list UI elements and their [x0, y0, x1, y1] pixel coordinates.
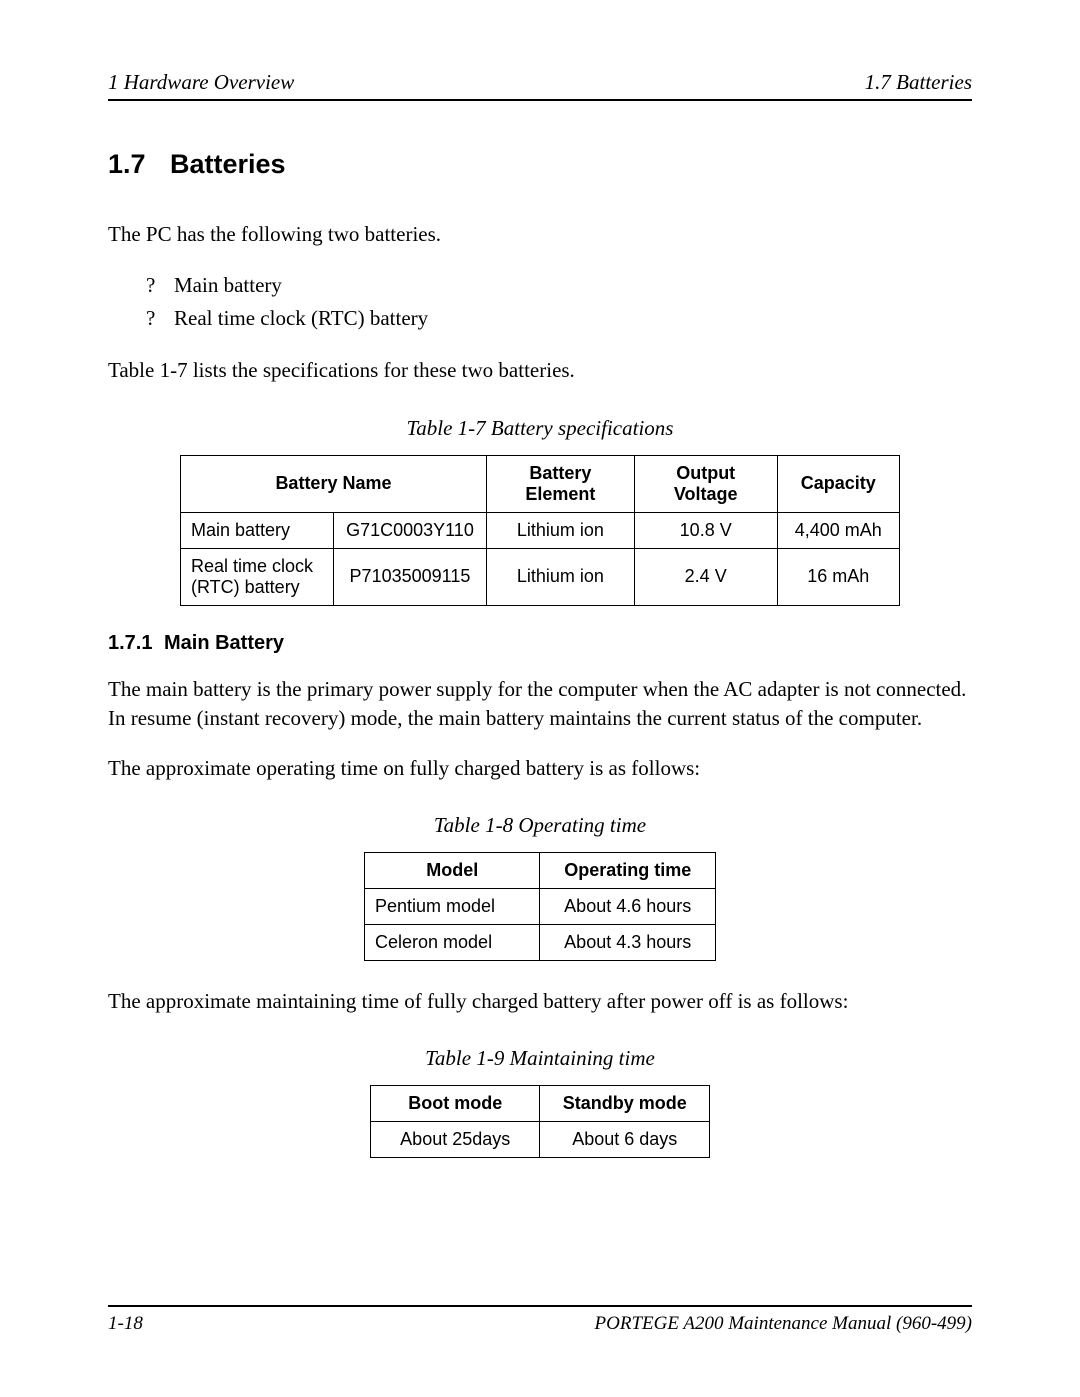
col-battery-name: Battery Name	[181, 455, 487, 512]
cell-voltage: 2.4 V	[634, 548, 777, 605]
cell-voltage: 10.8 V	[634, 512, 777, 548]
bullet-list: ?Main battery ?Real time clock (RTC) bat…	[146, 269, 972, 334]
cell-part: G71C0003Y110	[333, 512, 486, 548]
section-heading: 1.7Batteries	[108, 149, 972, 180]
table-header-row: Battery Name Battery Element Output Volt…	[181, 455, 900, 512]
list-item-label: Main battery	[174, 273, 282, 297]
table-row: Real time clock (RTC) battery P710350091…	[181, 548, 900, 605]
col-output-voltage: Output Voltage	[634, 455, 777, 512]
cell-element: Lithium ion	[486, 548, 634, 605]
table-row: Main battery G71C0003Y110 Lithium ion 10…	[181, 512, 900, 548]
cell-part: P71035009115	[333, 548, 486, 605]
table-row: Celeron model About 4.3 hours	[365, 925, 716, 961]
cell-name: Real time clock (RTC) battery	[181, 548, 334, 605]
table1-caption: Table 1-7 Battery specifications	[108, 416, 972, 441]
table3-caption: Table 1-9 Maintaining time	[108, 1046, 972, 1071]
col-capacity: Capacity	[777, 455, 899, 512]
after-list-text: Table 1-7 lists the specifications for t…	[108, 356, 972, 385]
page: 1 Hardware Overview 1.7 Batteries 1.7Bat…	[0, 0, 1080, 1397]
table-header-row: Boot mode Standby mode	[371, 1086, 710, 1122]
col-standby-mode: Standby mode	[540, 1086, 710, 1122]
col-model: Model	[365, 853, 540, 889]
cell-time: About 4.3 hours	[540, 925, 716, 961]
maintaining-intro: The approximate maintaining time of full…	[108, 987, 972, 1016]
page-header: 1 Hardware Overview 1.7 Batteries	[108, 70, 972, 101]
battery-spec-table: Battery Name Battery Element Output Volt…	[180, 455, 900, 606]
footer-right: PORTEGE A200 Maintenance Manual (960-499…	[595, 1313, 972, 1335]
operating-time-table: Model Operating time Pentium model About…	[364, 852, 716, 961]
list-item: ?Main battery	[146, 269, 972, 302]
cell-capacity: 4,400 mAh	[777, 512, 899, 548]
intro-text: The PC has the following two batteries.	[108, 220, 972, 249]
cell-boot: About 25days	[371, 1122, 540, 1158]
main-battery-p2: The approximate operating time on fully …	[108, 754, 972, 783]
list-item: ?Real time clock (RTC) battery	[146, 302, 972, 335]
subsection-heading: 1.7.1Main Battery	[108, 632, 972, 655]
section-title: Batteries	[170, 149, 286, 179]
cell-name: Main battery	[181, 512, 334, 548]
subsection-number: 1.7.1	[108, 632, 164, 655]
table2-caption: Table 1-8 Operating time	[108, 813, 972, 838]
section-number: 1.7	[108, 149, 170, 180]
maintaining-time-table: Boot mode Standby mode About 25days Abou…	[370, 1085, 710, 1158]
subsection-title: Main Battery	[164, 632, 284, 654]
header-left: 1 Hardware Overview	[108, 70, 294, 95]
header-right: 1.7 Batteries	[865, 70, 972, 95]
col-battery-element: Battery Element	[486, 455, 634, 512]
list-item-label: Real time clock (RTC) battery	[174, 306, 428, 330]
col-boot-mode: Boot mode	[371, 1086, 540, 1122]
bullet-marker: ?	[146, 269, 174, 302]
cell-standby: About 6 days	[540, 1122, 710, 1158]
table-row: Pentium model About 4.6 hours	[365, 889, 716, 925]
table-row: About 25days About 6 days	[371, 1122, 710, 1158]
cell-model: Celeron model	[365, 925, 540, 961]
main-battery-p1: The main battery is the primary power su…	[108, 675, 972, 734]
footer-left: 1-18	[108, 1313, 143, 1335]
table-header-row: Model Operating time	[365, 853, 716, 889]
cell-capacity: 16 mAh	[777, 548, 899, 605]
cell-time: About 4.6 hours	[540, 889, 716, 925]
bullet-marker: ?	[146, 302, 174, 335]
col-operating-time: Operating time	[540, 853, 716, 889]
cell-model: Pentium model	[365, 889, 540, 925]
cell-element: Lithium ion	[486, 512, 634, 548]
page-footer: 1-18 PORTEGE A200 Maintenance Manual (96…	[108, 1305, 972, 1335]
